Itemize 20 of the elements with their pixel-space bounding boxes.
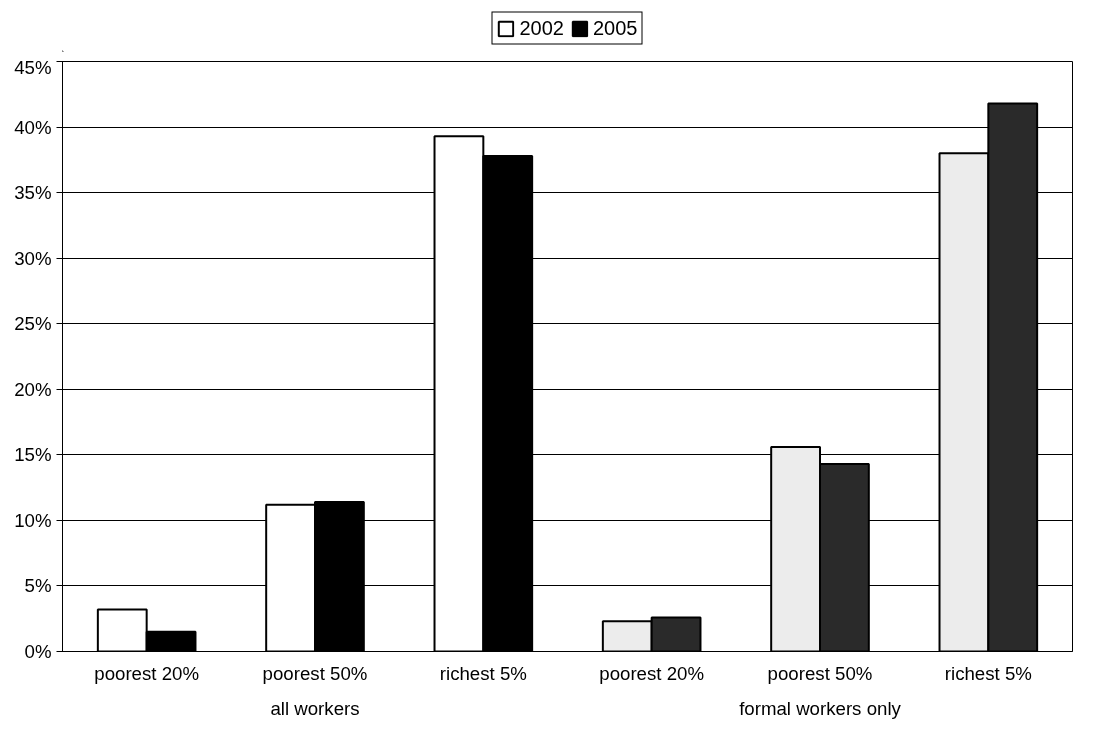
x-tick-label: richest 5% <box>439 662 527 684</box>
x-tick-label: richest 5% <box>944 662 1032 684</box>
y-tick-label: 0% <box>24 641 52 662</box>
y-tick-label: 10% <box>14 509 52 531</box>
y-tick-label: 45% <box>14 56 52 78</box>
x-tick-label: poorest 20% <box>94 662 200 684</box>
y-tick-label: 20% <box>14 378 52 400</box>
y-tick-label: 40% <box>14 116 52 138</box>
legend-label: 2002 <box>519 16 564 40</box>
x-tick-label: poorest 20% <box>599 662 705 684</box>
x-tick-label: poorest 50% <box>262 662 368 684</box>
y-tick-label: 35% <box>14 182 52 204</box>
x-tick-label: poorest 50% <box>767 662 873 684</box>
text: all workers <box>270 697 360 719</box>
y-tick-label: 30% <box>14 247 52 269</box>
y-tick-label: 25% <box>14 313 52 335</box>
y-tick-label: 5% <box>24 575 52 597</box>
legend-label: 2005 <box>593 16 638 40</box>
y-tick-label: 15% <box>14 444 52 466</box>
text: formal workers only <box>739 697 902 719</box>
